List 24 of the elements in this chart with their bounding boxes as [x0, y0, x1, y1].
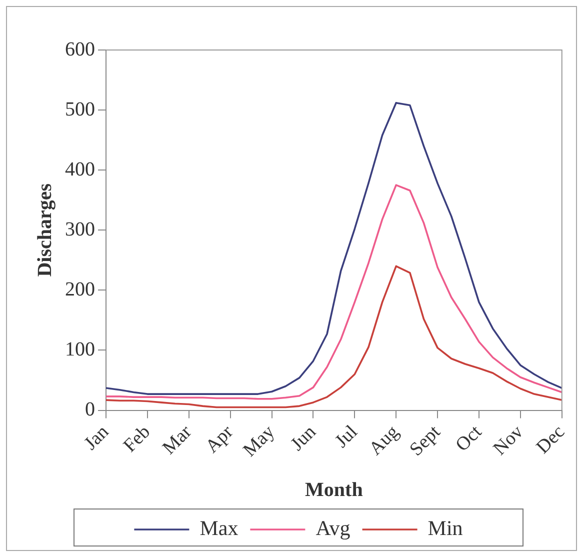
x-tick-label: Nov [490, 421, 528, 460]
legend-label: Min [428, 516, 464, 540]
x-tick-label: Dec [532, 422, 569, 458]
y-tick-label: 300 [65, 218, 95, 240]
x-tick-label: Aug [365, 421, 404, 460]
x-tick-label: Apr [202, 421, 238, 458]
y-tick-label: 0 [85, 398, 95, 420]
x-tick-label: Jan [80, 421, 114, 454]
y-tick-label: 500 [65, 98, 95, 120]
x-tick-label: Mar [158, 421, 196, 459]
x-tick-label: May [239, 421, 280, 461]
y-axis-title: Discharges [34, 183, 56, 277]
x-axis-title: Month [305, 479, 363, 502]
x-tick-label: Jul [331, 422, 362, 452]
x-tick-label: Jun [286, 421, 321, 456]
x-tick-label: Feb [120, 422, 155, 457]
y-tick-label: 400 [65, 158, 95, 180]
y-tick-label: 600 [65, 38, 95, 60]
legend-label: Avg [316, 516, 351, 540]
x-tick-label: Oct [452, 421, 487, 456]
x-tick-label: Sept [406, 421, 446, 460]
y-tick-label: 100 [65, 338, 95, 360]
y-tick-label: 200 [65, 278, 95, 300]
legend-label: Max [200, 516, 239, 540]
